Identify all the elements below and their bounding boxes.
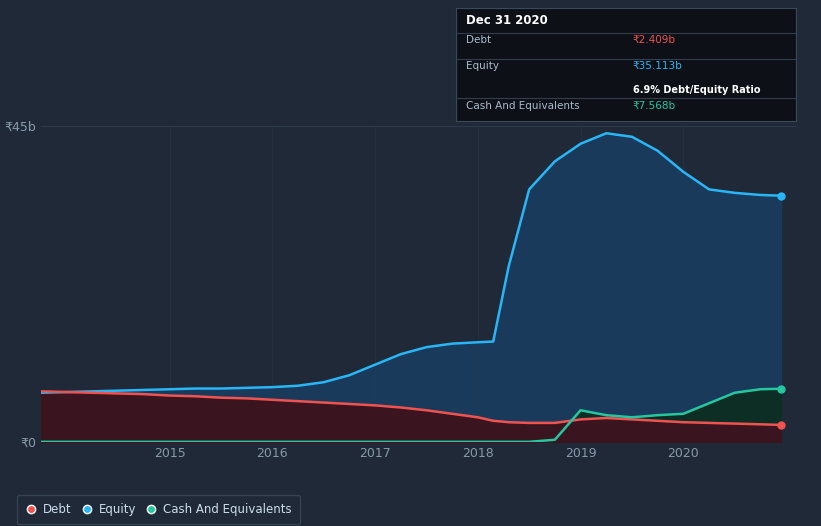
Text: Dec 31 2020: Dec 31 2020 [466,14,548,26]
Text: Debt: Debt [466,35,491,45]
Text: 6.9% Debt/Equity Ratio: 6.9% Debt/Equity Ratio [633,85,760,95]
Text: Equity: Equity [466,61,499,71]
Text: ₹2.409b: ₹2.409b [633,35,676,45]
Text: Cash And Equivalents: Cash And Equivalents [466,100,580,110]
Text: ₹7.568b: ₹7.568b [633,100,676,110]
Legend: Debt, Equity, Cash And Equivalents: Debt, Equity, Cash And Equivalents [16,495,300,524]
Text: ₹35.113b: ₹35.113b [633,61,682,71]
